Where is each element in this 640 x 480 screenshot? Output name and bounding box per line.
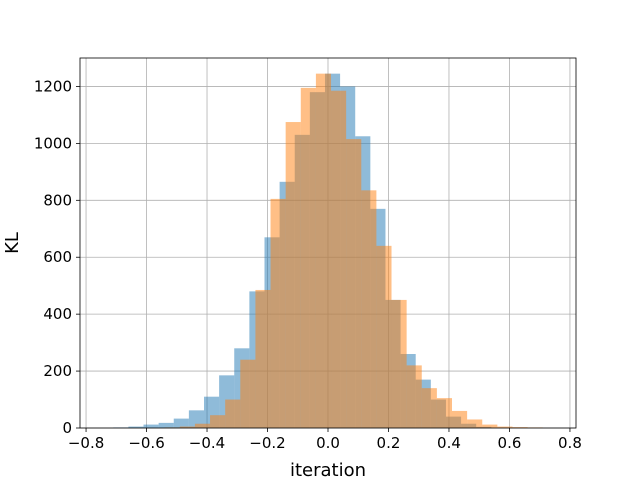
histogram-bar (482, 424, 498, 428)
x-tick-label: −0.4 (189, 434, 225, 452)
histogram-bar (173, 418, 189, 428)
x-axis-label: iteration (290, 460, 366, 480)
histogram-bar (512, 427, 528, 428)
y-tick-label: 200 (43, 362, 72, 380)
x-tick-label: 0.6 (498, 434, 522, 452)
x-tick-label: 0.0 (316, 434, 340, 452)
x-tick-label: −0.8 (68, 434, 104, 452)
x-tick-label: 0.4 (437, 434, 461, 452)
histogram-bar (210, 415, 226, 428)
histogram-bar (300, 87, 316, 428)
histogram-bar (436, 398, 452, 428)
y-tick-label: 1200 (34, 77, 72, 95)
y-tick-label: 1000 (34, 134, 72, 152)
histogram-bar (255, 289, 271, 428)
histogram-bars (113, 73, 543, 429)
histogram-bar (128, 426, 144, 428)
histogram-bar (361, 190, 377, 428)
x-tick-label: −0.2 (249, 434, 285, 452)
histogram-bar (143, 424, 159, 428)
histogram-bar (406, 365, 422, 428)
y-tick-label: 800 (43, 191, 72, 209)
histogram-bar (270, 198, 286, 428)
y-tick-label: 600 (43, 248, 72, 266)
y-axis-label: KL (2, 232, 23, 254)
histogram-bar (467, 419, 483, 428)
histogram-bar (346, 139, 362, 428)
histogram-bar (376, 245, 392, 428)
histogram-bar (497, 426, 513, 428)
histogram-bar (421, 388, 437, 428)
series-2-bars (164, 73, 543, 429)
histogram-bar (315, 73, 332, 429)
histogram-bar (285, 122, 301, 429)
histogram-bar (331, 90, 347, 428)
y-tick-label: 0 (62, 419, 72, 437)
histogram-bar (452, 410, 468, 428)
histogram-bar (179, 426, 195, 428)
histogram-bar (391, 299, 407, 428)
histogram-bar (188, 410, 204, 428)
histogram-bar (158, 422, 174, 428)
x-tick-label: 0.2 (377, 434, 401, 452)
x-tick-label: −0.6 (128, 434, 164, 452)
histogram-bar (225, 399, 241, 428)
axis-ticks: −0.8 −0.6 −0.4 −0.2 0.0 0.2 0.4 0.6 0.8 0 200 400 60… (34, 77, 582, 452)
histogram-bar (194, 423, 211, 428)
x-tick-label: 0.8 (558, 434, 582, 452)
y-tick-label: 400 (43, 305, 72, 323)
histogram-bar (240, 359, 256, 428)
